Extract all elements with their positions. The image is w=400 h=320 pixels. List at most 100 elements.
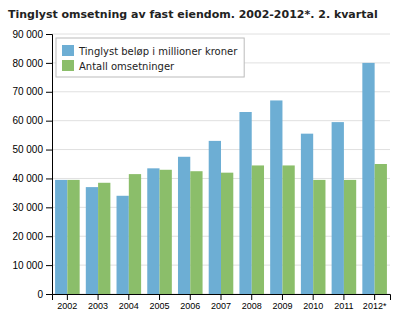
- y-tick-mark: [46, 294, 52, 295]
- y-tick-label: 0: [37, 289, 43, 300]
- y-tick: 80 000: [12, 58, 52, 69]
- x-tick: 2003: [88, 294, 108, 311]
- bar: [67, 180, 79, 294]
- grid-line: [52, 91, 390, 92]
- y-tick: 20 000: [12, 231, 52, 242]
- y-tick-mark: [46, 63, 52, 64]
- bar: [117, 196, 129, 294]
- bar: [190, 171, 202, 294]
- bar: [178, 157, 190, 294]
- y-tick: 70 000: [12, 86, 52, 97]
- y-tick-label: 60 000: [12, 115, 43, 126]
- bar: [332, 122, 344, 294]
- x-tick-label: 2007: [211, 301, 231, 311]
- x-tick-label: 2009: [272, 301, 292, 311]
- y-tick: 40 000: [12, 173, 52, 184]
- x-tick-label: 2004: [119, 301, 139, 311]
- y-tick-label: 70 000: [12, 86, 43, 97]
- bar-series: [55, 63, 375, 294]
- y-tick-label: 10 000: [12, 260, 43, 271]
- grid-line: [52, 120, 390, 121]
- x-tick: 2012*: [363, 294, 387, 311]
- grid: [52, 34, 390, 294]
- legend-label: Tinglyst beløp i millioner kroner: [78, 46, 238, 57]
- x-tick: 2008: [242, 294, 262, 311]
- legend-swatch: [62, 45, 74, 56]
- bar: [282, 165, 294, 294]
- y-tick-mark: [46, 92, 52, 93]
- bars: [55, 63, 387, 294]
- x-tick: 2010: [303, 294, 323, 311]
- legend-items: Tinglyst beløp i millioner kroner Antall …: [62, 45, 238, 72]
- y-tick-mark: [46, 236, 52, 237]
- y-tick-mark: [46, 121, 52, 122]
- y-tick-label: 40 000: [12, 173, 43, 184]
- legend-item: Tinglyst beløp i millioner kroner: [62, 45, 238, 57]
- x-tick-mark: [98, 294, 99, 300]
- y-axis-line: [46, 35, 53, 295]
- y-tick: 90 000: [12, 29, 52, 40]
- x-tick-label: 2012*: [363, 301, 387, 311]
- bar: [362, 63, 374, 294]
- bar: [55, 180, 67, 294]
- grid-line: [52, 34, 390, 35]
- x-tick: 2011: [334, 294, 353, 311]
- y-tick-label: 50 000: [12, 144, 43, 155]
- bar-series: [67, 164, 387, 294]
- legend-swatch: [62, 60, 74, 71]
- x-tick-label: 2011: [334, 301, 353, 311]
- bar: [86, 187, 98, 294]
- x-tick-label: 2002: [57, 301, 77, 311]
- x-tick-mark: [221, 294, 222, 300]
- y-tick: 0: [37, 289, 52, 300]
- y-tick-label: 80 000: [12, 58, 43, 69]
- x-tick-mark: [190, 294, 191, 300]
- x-tick-label: 2003: [88, 301, 108, 311]
- y-tick-mark: [46, 150, 52, 151]
- x-tick-mark: [282, 294, 283, 300]
- y-tick-mark: [46, 34, 52, 35]
- x-tick: 2006: [180, 294, 200, 311]
- bar: [239, 112, 251, 294]
- y-tick: 50 000: [12, 144, 52, 155]
- x-axis: 2002 2003 2004 2005 2006 2007 2008 2009 2010 2011…: [53, 294, 391, 311]
- y-tick: 60 000: [12, 115, 52, 126]
- x-tick-label: 2005: [150, 301, 170, 311]
- x-tick-label: 2006: [180, 301, 200, 311]
- x-tick-mark: [251, 294, 252, 300]
- legend-label: Antall omsetninger: [79, 61, 175, 72]
- y-tick-label: 90 000: [12, 29, 43, 40]
- y-tick: 10 000: [12, 260, 52, 271]
- bar: [129, 174, 141, 294]
- bar: [147, 168, 159, 294]
- y-tick-label: 20 000: [12, 231, 43, 242]
- y-tick-mark: [46, 265, 52, 266]
- x-tick-mark: [128, 294, 129, 300]
- x-tick-label: 2010: [303, 301, 323, 311]
- bar: [344, 180, 356, 294]
- x-tick-mark: [159, 294, 160, 300]
- x-tick: 2007: [211, 294, 231, 311]
- x-tick-mark: [343, 294, 344, 300]
- x-tick: 2002: [57, 294, 77, 311]
- y-tick: 30 000: [12, 202, 52, 213]
- bar: [270, 100, 282, 294]
- x-tick-mark: [374, 294, 375, 300]
- bar: [375, 164, 387, 294]
- y-tick-label: 30 000: [12, 202, 43, 213]
- x-tick: 2009: [272, 294, 292, 311]
- x-tick-label: 2008: [242, 301, 262, 311]
- legend: Tinglyst beløp i millioner kroner Antall …: [56, 38, 244, 77]
- plot: 0 10 000 20 000 30 000 40 000 50 000 60 000 70 …: [12, 29, 390, 312]
- y-axis: 0 10 000 20 000 30 000 40 000 50 000 60 000 70 …: [12, 29, 52, 300]
- chart: Tinglyst omsetning av fast eiendom. 2002…: [0, 0, 400, 320]
- x-tick-mark: [313, 294, 314, 300]
- bar: [160, 170, 172, 294]
- bar: [252, 165, 264, 294]
- x-axis-line: [53, 295, 391, 301]
- x-tick: 2004: [119, 294, 139, 311]
- legend-box: [56, 38, 244, 77]
- bar: [221, 173, 233, 294]
- x-tick-mark: [67, 294, 68, 300]
- bar: [301, 134, 313, 294]
